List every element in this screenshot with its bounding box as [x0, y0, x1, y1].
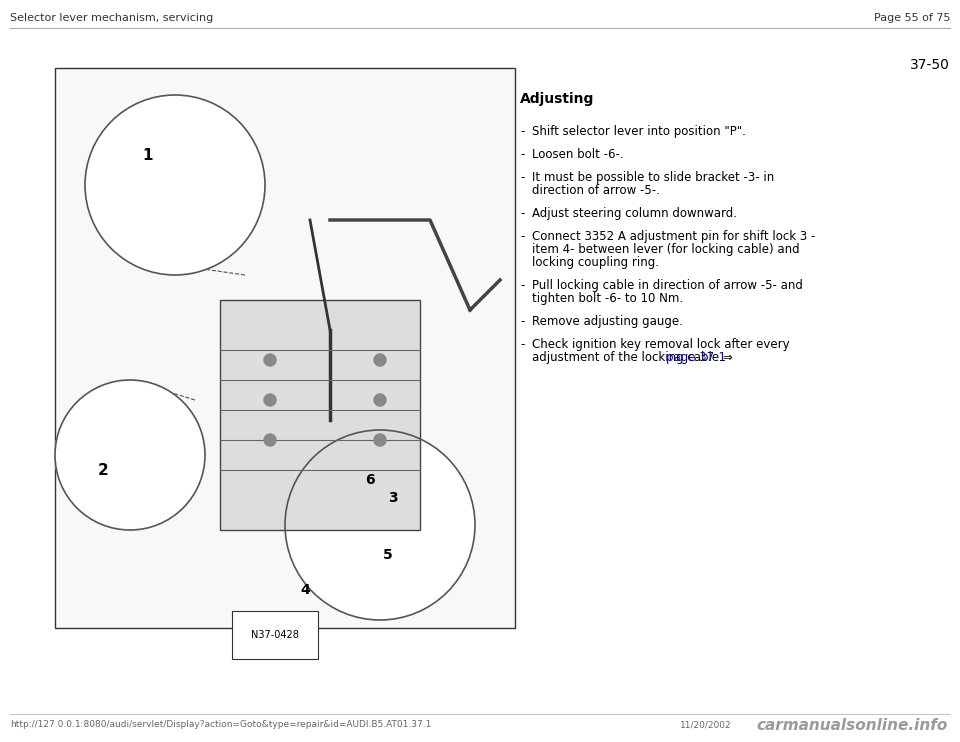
Bar	[55, 68, 515, 628]
Text: Remove adjusting gauge.: Remove adjusting gauge.	[532, 315, 683, 328]
Text: N37-0428: N37-0428	[252, 630, 299, 640]
Text: 2: 2	[98, 462, 108, 478]
Text: -: -	[520, 338, 524, 351]
Text: Selector lever mechanism, servicing: Selector lever mechanism, servicing	[10, 13, 213, 23]
Text: Adjusting: Adjusting	[520, 92, 594, 106]
Circle shape	[285, 430, 475, 620]
Text: 4: 4	[300, 583, 310, 597]
Circle shape	[374, 434, 386, 446]
Circle shape	[55, 380, 205, 530]
Text: direction of arrow -5-.: direction of arrow -5-.	[532, 184, 660, 197]
Text: Check ignition key removal lock after every: Check ignition key removal lock after ev…	[532, 338, 790, 351]
Circle shape	[85, 95, 265, 275]
Text: 5: 5	[383, 548, 393, 562]
Text: -: -	[520, 171, 524, 184]
Text: tighten bolt -6- to 10 Nm.: tighten bolt -6- to 10 Nm.	[532, 292, 684, 305]
Text: Shift selector lever into position "P".: Shift selector lever into position "P".	[532, 125, 746, 138]
Text: 1: 1	[143, 148, 154, 162]
Text: Adjust steering column downward.: Adjust steering column downward.	[532, 207, 737, 220]
Text: page 37-1: page 37-1	[666, 351, 727, 364]
Text: Pull locking cable in direction of arrow -5- and: Pull locking cable in direction of arrow…	[532, 279, 803, 292]
Text: Connect 3352 A adjustment pin for shift lock 3 -: Connect 3352 A adjustment pin for shift …	[532, 230, 815, 243]
Text: Loosen bolt -6-.: Loosen bolt -6-.	[532, 148, 624, 161]
Circle shape	[264, 434, 276, 446]
Text: -: -	[520, 230, 524, 243]
Text: 6: 6	[365, 473, 374, 487]
Bar	[220, 300, 420, 530]
Circle shape	[264, 354, 276, 366]
Circle shape	[374, 354, 386, 366]
Text: 3: 3	[388, 491, 397, 505]
Text: -: -	[520, 207, 524, 220]
Text: 37-50: 37-50	[910, 58, 950, 72]
Text: 11/20/2002: 11/20/2002	[680, 720, 732, 729]
Text: -: -	[520, 148, 524, 161]
Text: adjustment of the locking cable ⇒: adjustment of the locking cable ⇒	[532, 351, 736, 364]
Text: locking coupling ring.: locking coupling ring.	[532, 256, 659, 269]
Text: .: .	[718, 351, 726, 364]
Circle shape	[264, 394, 276, 406]
Text: It must be possible to slide bracket -3- in: It must be possible to slide bracket -3-…	[532, 171, 775, 184]
Text: http://127.0.0.1:8080/audi/servlet/Display?action=Goto&type=repair&id=AUDI.B5.AT: http://127.0.0.1:8080/audi/servlet/Displ…	[10, 720, 431, 729]
Text: carmanualsonline.info: carmanualsonline.info	[756, 718, 948, 733]
Text: -: -	[520, 279, 524, 292]
Text: -: -	[520, 315, 524, 328]
Text: Page 55 of 75: Page 55 of 75	[874, 13, 950, 23]
Circle shape	[374, 394, 386, 406]
Text: -: -	[520, 125, 524, 138]
Text: item 4- between lever (for locking cable) and: item 4- between lever (for locking cable…	[532, 243, 800, 256]
